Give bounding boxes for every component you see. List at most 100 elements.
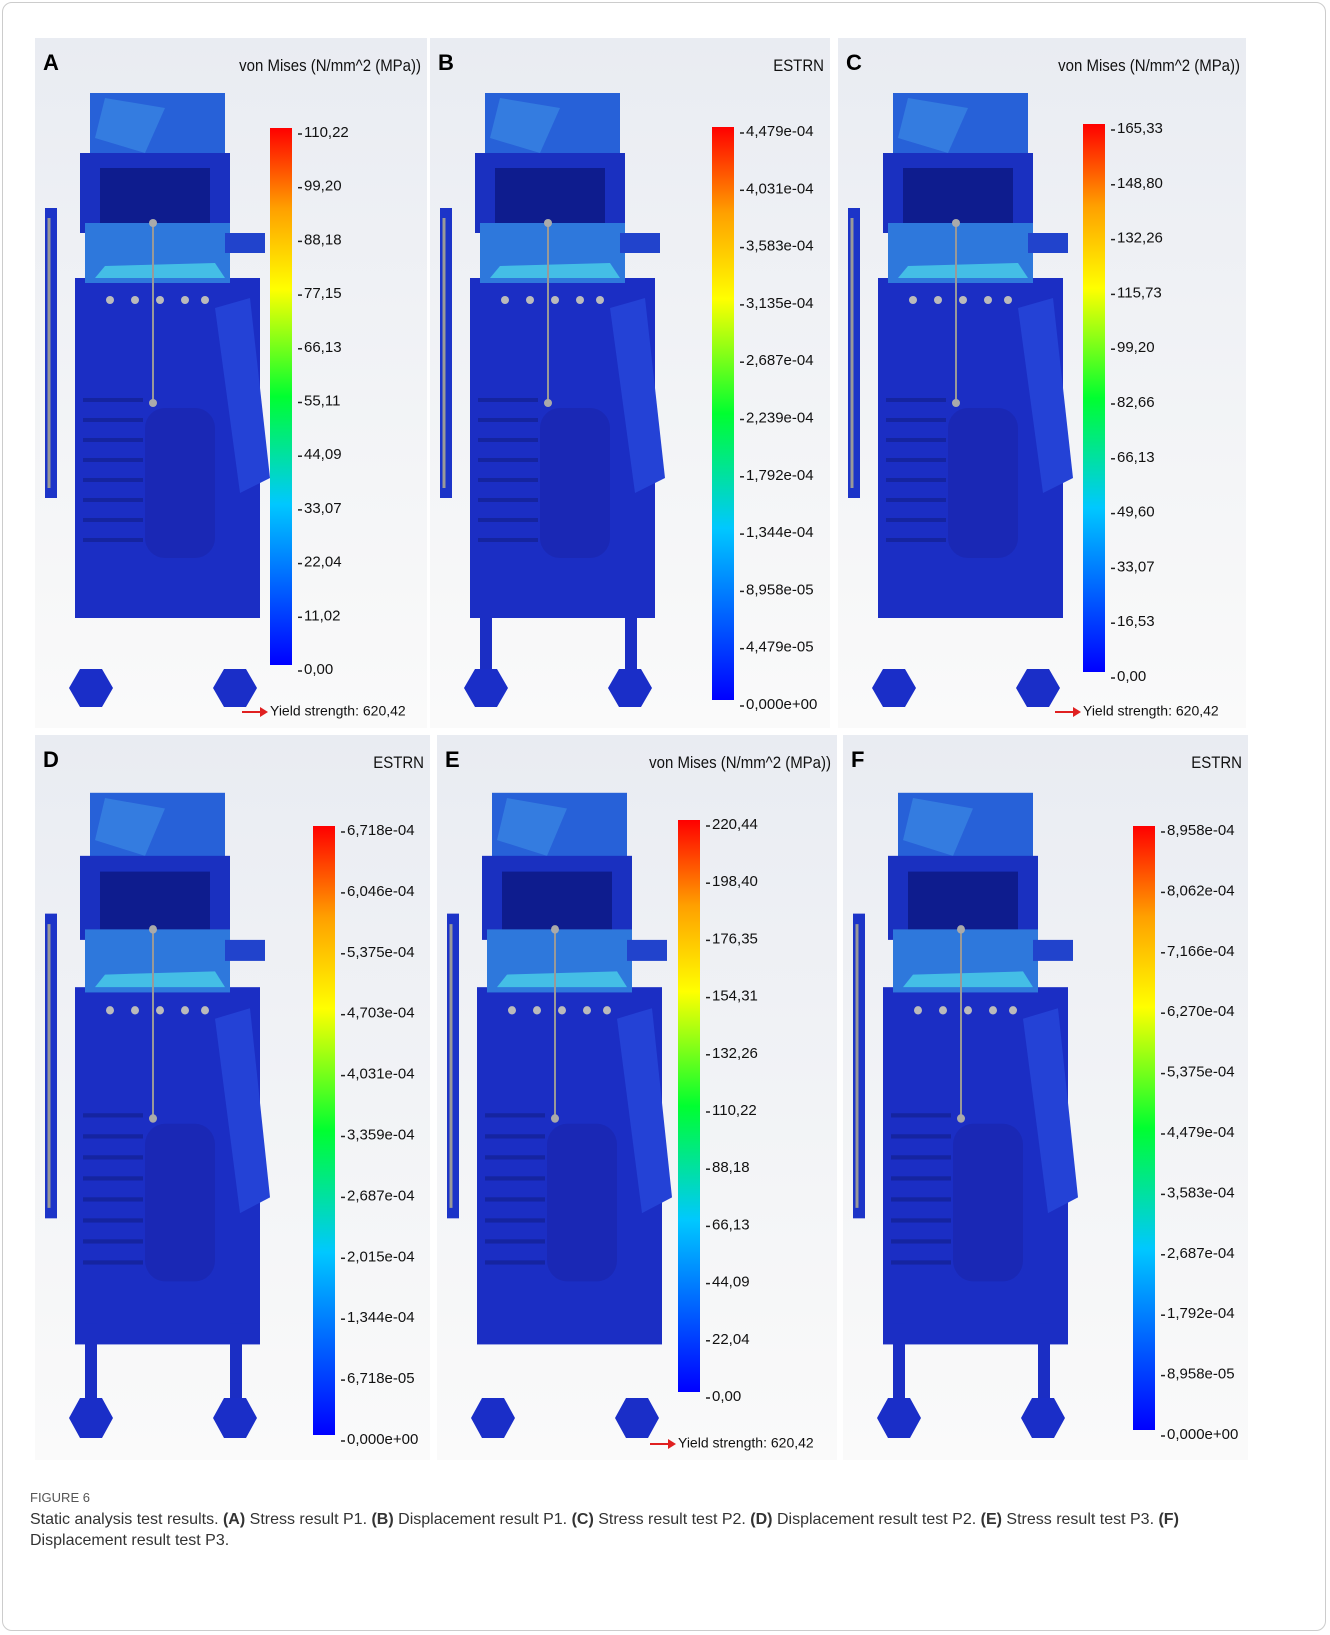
node [131,1006,139,1014]
fin [886,538,946,542]
node [201,1006,209,1014]
fin [83,1176,143,1180]
fin [485,1197,545,1201]
scale-label: 7,166e-04 [1167,943,1235,960]
node [131,296,139,304]
fin [478,478,538,482]
screen [100,872,210,930]
panel-letter: D [43,747,59,772]
scale-label: 8,062e-04 [1167,882,1235,899]
node [149,1114,157,1122]
node [583,1006,591,1014]
fin [83,1113,143,1117]
scale-label: 77,15 [304,285,342,302]
caption-key: (F) [1158,1511,1178,1528]
node [952,399,960,407]
scale-label: 0,00 [304,661,333,678]
scale-label: 22,04 [712,1331,750,1348]
legend-title: von Mises (N/mm^2 (MPa)) [239,57,421,75]
fin [485,1239,545,1243]
colorbar [678,820,700,1392]
node [964,1006,972,1014]
node [551,1114,559,1122]
shaft [620,233,660,253]
scale-label: 49,60 [1117,504,1155,521]
fin [83,458,143,462]
fin [891,1239,951,1243]
scale-label: 3,135e-04 [746,295,814,312]
fin [83,1239,143,1243]
node [149,219,157,227]
fin [886,518,946,522]
caption-item: Stress result P1. [250,1511,367,1528]
scale-label: 66,13 [712,1216,750,1233]
fin [886,438,946,442]
fin [891,1176,951,1180]
legend-title: ESTRN [373,754,424,772]
scale-label: 1,792e-04 [1167,1305,1235,1322]
panel-letter: B [438,50,454,75]
caption-item: Stress result test P3. [1006,1511,1154,1528]
fin [478,518,538,522]
node [149,925,157,933]
scale-label: 11,02 [304,607,340,624]
pulley [447,914,459,1219]
node [106,1006,114,1014]
scale-label: 0,000e+00 [1167,1426,1238,1443]
node [957,1114,965,1122]
node [909,296,917,304]
scale-label: 6,718e-05 [347,1370,415,1387]
scale-label: 4,703e-04 [347,1005,415,1022]
fin [485,1176,545,1180]
pulley [45,914,57,1219]
caption: FIGURE 6 Static analysis test results. (… [30,1490,1270,1551]
scale-label: 4,031e-04 [347,1066,415,1083]
caption-text: Static analysis test results. (A) Stress… [30,1509,1270,1551]
fin [886,498,946,502]
scale-label: 1,344e-04 [347,1309,415,1326]
node [181,296,189,304]
screen [903,168,1013,223]
motor [547,1124,617,1282]
scale-label: 0,00 [1117,668,1146,685]
fin [485,1155,545,1159]
scale-label: 55,11 [304,392,340,409]
panel-letter: C [846,50,862,75]
caption-item: Displacement result test P3. [30,1532,229,1549]
scale-label: 66,13 [1117,449,1155,466]
caption-item: Displacement result P1. [398,1511,567,1528]
scale-label: 6,718e-04 [347,822,415,839]
node [558,1006,566,1014]
node [1009,1006,1017,1014]
result-panel: BESTRN4,479e-044,031e-043,583e-043,135e-… [430,38,830,728]
scale-label: 148,80 [1117,175,1163,192]
scale-label: 4,031e-04 [746,180,814,197]
shaft [1028,233,1068,253]
scale-label: 5,375e-04 [347,944,415,961]
node [914,1006,922,1014]
fin [83,498,143,502]
scale-label: 2,687e-04 [347,1187,415,1204]
scale-label: 99,20 [1117,339,1155,356]
node [544,399,552,407]
scale-label: 1,344e-04 [746,524,814,541]
node [989,1006,997,1014]
node [576,296,584,304]
colorbar [712,127,734,700]
fin [478,398,538,402]
scale-label: 165,33 [1117,120,1163,137]
scale-label: 22,04 [304,554,342,571]
motor [948,408,1018,558]
fin [478,458,538,462]
scale-label: 88,18 [304,231,342,248]
scale-label: 82,66 [1117,394,1155,411]
node [181,1006,189,1014]
scale-label: 33,07 [1117,558,1155,575]
node [551,925,559,933]
fin [83,1260,143,1264]
scale-label: 88,18 [712,1159,750,1176]
node [544,219,552,227]
node [934,296,942,304]
node [156,1006,164,1014]
